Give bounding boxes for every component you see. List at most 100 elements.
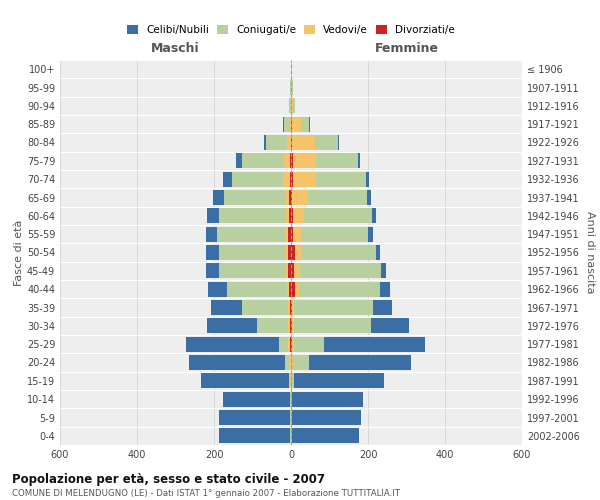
Bar — [381, 264, 386, 278]
Bar — [376, 245, 380, 260]
Bar — [380, 282, 391, 296]
Bar — [291, 172, 293, 186]
Bar — [289, 282, 291, 296]
Bar — [291, 410, 292, 425]
Bar — [283, 116, 284, 132]
Bar — [301, 245, 376, 260]
Bar — [286, 264, 288, 278]
Bar — [217, 226, 285, 242]
Bar — [358, 154, 360, 168]
Bar — [291, 208, 293, 224]
Bar — [287, 135, 290, 150]
Bar — [206, 264, 218, 278]
Bar — [291, 226, 293, 242]
Bar — [286, 245, 288, 260]
Bar — [290, 428, 291, 444]
Bar — [289, 208, 291, 224]
Bar — [316, 172, 366, 186]
Bar — [211, 300, 242, 315]
Bar — [295, 245, 301, 260]
Bar — [186, 336, 278, 351]
Bar — [301, 116, 309, 132]
Bar — [208, 282, 227, 296]
Bar — [315, 135, 338, 150]
Bar — [366, 172, 369, 186]
Bar — [292, 355, 293, 370]
Bar — [290, 392, 291, 406]
Bar — [293, 355, 309, 370]
Bar — [266, 135, 287, 150]
Bar — [285, 226, 288, 242]
Bar — [206, 226, 217, 242]
Bar — [288, 245, 291, 260]
Y-axis label: Fasce di età: Fasce di età — [14, 220, 24, 286]
Bar — [291, 80, 292, 95]
Bar — [309, 116, 310, 132]
Bar — [236, 154, 242, 168]
Bar — [304, 208, 372, 224]
Bar — [294, 264, 300, 278]
Bar — [289, 98, 290, 114]
Bar — [290, 154, 291, 168]
Bar — [292, 392, 363, 406]
Bar — [232, 172, 283, 186]
Bar — [242, 154, 284, 168]
Bar — [223, 172, 232, 186]
Bar — [292, 318, 293, 334]
Bar — [290, 374, 291, 388]
Bar — [373, 300, 392, 315]
Bar — [292, 336, 293, 351]
Y-axis label: Anni di nascita: Anni di nascita — [585, 211, 595, 294]
Bar — [294, 300, 373, 315]
Bar — [338, 135, 339, 150]
Text: Maschi: Maschi — [151, 42, 200, 54]
Bar — [188, 355, 285, 370]
Bar — [292, 300, 294, 315]
Text: Popolazione per età, sesso e stato civile - 2007: Popolazione per età, sesso e stato civil… — [12, 472, 325, 486]
Bar — [291, 374, 292, 388]
Bar — [291, 116, 292, 132]
Bar — [290, 80, 291, 95]
Bar — [288, 318, 290, 334]
Bar — [291, 428, 292, 444]
Bar — [206, 245, 218, 260]
Bar — [292, 116, 301, 132]
Bar — [286, 208, 289, 224]
Bar — [289, 374, 290, 388]
Bar — [291, 98, 293, 114]
Bar — [292, 135, 315, 150]
Bar — [257, 318, 288, 334]
Bar — [242, 300, 288, 315]
Bar — [219, 428, 290, 444]
Bar — [291, 135, 292, 150]
Bar — [288, 300, 290, 315]
Bar — [300, 264, 381, 278]
Bar — [291, 300, 292, 315]
Bar — [290, 116, 291, 132]
Bar — [291, 264, 294, 278]
Bar — [292, 428, 359, 444]
Bar — [284, 116, 290, 132]
Bar — [309, 355, 411, 370]
Bar — [301, 226, 368, 242]
Text: Femmine: Femmine — [374, 42, 439, 54]
Bar — [284, 154, 290, 168]
Bar — [299, 282, 380, 296]
Bar — [278, 336, 289, 351]
Bar — [293, 154, 316, 168]
Bar — [295, 282, 299, 296]
Bar — [287, 282, 289, 296]
Bar — [288, 226, 291, 242]
Bar — [316, 154, 358, 168]
Bar — [293, 208, 304, 224]
Bar — [293, 98, 295, 114]
Bar — [292, 80, 293, 95]
Bar — [288, 264, 291, 278]
Bar — [218, 245, 286, 260]
Legend: Celibi/Nubili, Coniugati/e, Vedovi/e, Divorziati/e: Celibi/Nubili, Coniugati/e, Vedovi/e, Di… — [125, 23, 457, 37]
Bar — [325, 336, 425, 351]
Bar — [308, 190, 367, 205]
Bar — [213, 190, 224, 205]
Bar — [290, 336, 291, 351]
Bar — [290, 410, 291, 425]
